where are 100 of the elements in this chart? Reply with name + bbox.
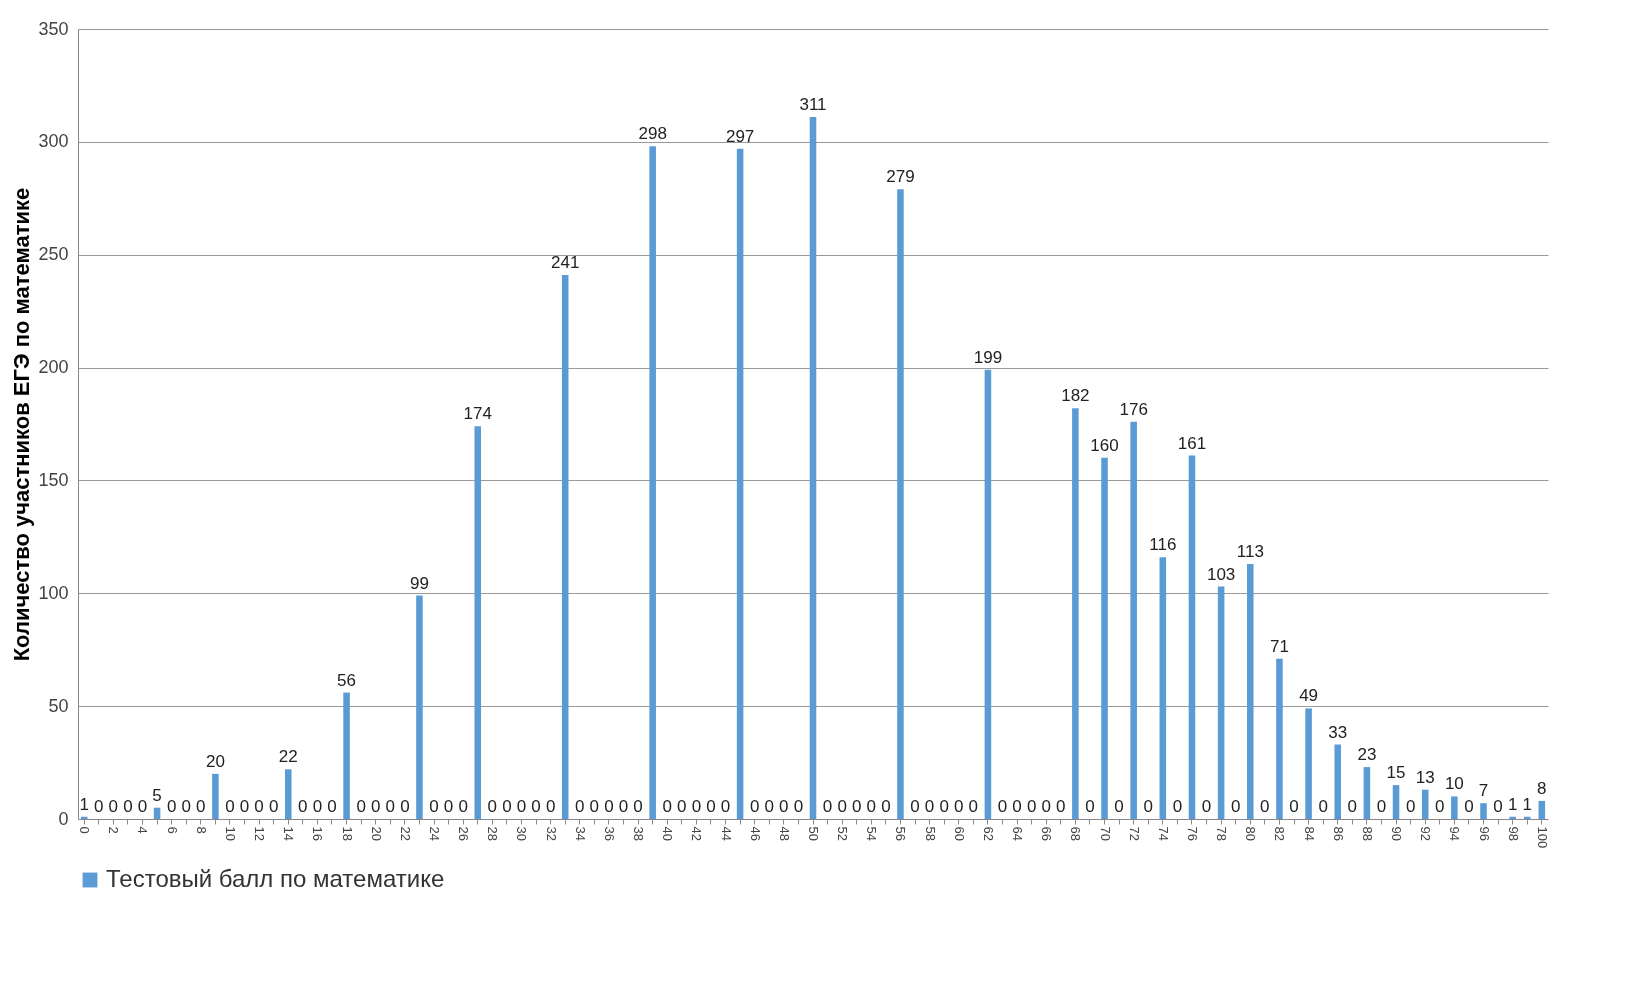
data-label: 0 [779, 797, 789, 816]
x-tick-label: 30 [514, 826, 530, 841]
data-label: 0 [691, 797, 702, 816]
data-label: 0 [225, 797, 235, 816]
data-label: 0 [575, 797, 585, 816]
data-label: 0 [720, 797, 731, 816]
data-label: 0 [1026, 797, 1037, 816]
data-label: 0 [327, 797, 337, 816]
x-tick-label: 84 [1301, 826, 1317, 841]
data-label: 0 [268, 797, 279, 816]
x-tick-label: 16 [310, 826, 326, 841]
data-label: 0 [108, 797, 119, 816]
bar [1421, 789, 1429, 819]
x-tick-label: 70 [1097, 826, 1113, 841]
data-label: 0 [166, 797, 177, 816]
data-label: 0 [954, 797, 964, 816]
bar [809, 117, 817, 819]
data-label: 5 [152, 785, 162, 805]
x-tick-label: 38 [631, 826, 647, 841]
x-tick-label: 86 [1330, 826, 1346, 841]
data-label: 0 [997, 797, 1008, 816]
data-label: 103 [1206, 564, 1236, 584]
bar [1509, 816, 1516, 819]
data-label: 0 [137, 797, 148, 816]
x-tick-label: 78 [1214, 826, 1230, 841]
data-label: 297 [725, 126, 755, 146]
data-label: 20 [205, 751, 225, 771]
data-label: 0 [662, 797, 672, 816]
x-tick-label: 90 [1389, 826, 1405, 841]
x-tick-label: 28 [485, 826, 501, 841]
data-label: 8 [1537, 778, 1547, 798]
legend-label: Тестовый балл по математике [106, 865, 445, 892]
data-label: 33 [1328, 722, 1348, 742]
bar [1523, 816, 1531, 819]
data-label: 0 [1172, 797, 1183, 816]
data-label: 1 [79, 794, 89, 814]
x-tick-label: 60 [951, 826, 967, 841]
bar [1159, 557, 1167, 819]
bar [1072, 408, 1079, 819]
x-tick-label: 68 [1068, 826, 1084, 841]
data-label: 0 [1114, 797, 1124, 816]
data-label: 199 [973, 347, 1003, 367]
x-tick-label: 14 [281, 826, 297, 841]
x-tick-label: 24 [427, 826, 443, 841]
data-label: 0 [939, 797, 949, 816]
data-label: 0 [400, 797, 410, 816]
y-axis-title: Количество участников ЕГЭ по математике [9, 187, 35, 662]
y-tick-label: 250 [38, 244, 69, 265]
x-tick-label: 62 [980, 826, 996, 841]
data-label: 0 [764, 797, 775, 816]
data-label: 71 [1269, 636, 1289, 656]
x-tick-label: 26 [456, 826, 472, 841]
bar [1101, 457, 1108, 819]
x-tick-label: 52 [835, 826, 851, 841]
data-label: 49 [1299, 686, 1319, 706]
data-label: 0 [924, 797, 935, 816]
x-tick-label: 76 [1184, 826, 1200, 841]
x-tick-label: 82 [1272, 826, 1288, 841]
data-label: 0 [1230, 797, 1241, 816]
x-tick-label: 22 [397, 826, 413, 841]
data-label: 116 [1149, 535, 1177, 555]
data-label: 0 [1201, 797, 1212, 816]
data-label: 15 [1386, 763, 1406, 783]
x-tick-label: 46 [747, 826, 763, 841]
bar [1247, 563, 1254, 819]
x-tick-label: 4 [135, 826, 151, 834]
x-tick-label: 58 [922, 826, 938, 841]
x-tick-label: 36 [601, 826, 617, 841]
x-tick-label: 20 [368, 826, 384, 841]
x-tick-label: 44 [718, 826, 734, 841]
x-tick-label: 80 [1243, 826, 1259, 841]
data-label: 0 [181, 797, 191, 816]
data-label: 0 [370, 797, 381, 816]
data-label: 0 [822, 797, 833, 816]
y-tick-label: 50 [48, 695, 69, 716]
bar [1305, 708, 1312, 819]
data-label: 0 [196, 797, 206, 816]
bar [1334, 744, 1342, 819]
data-label: 0 [1376, 797, 1387, 816]
x-tick-label: 64 [1010, 826, 1026, 841]
y-tick-label: 150 [38, 469, 69, 490]
data-label: 0 [1085, 797, 1095, 816]
data-label: 0 [837, 797, 847, 816]
data-label: 1 [1507, 794, 1518, 814]
y-tick-label: 350 [38, 18, 69, 39]
bar [343, 692, 350, 819]
data-label: 0 [443, 797, 454, 816]
bar [1451, 796, 1458, 819]
data-label: 0 [487, 797, 498, 816]
x-tick-label: 8 [193, 826, 209, 834]
data-label: 241 [551, 253, 580, 273]
bar [284, 769, 292, 819]
y-tick-label: 300 [38, 131, 69, 152]
data-label: 0 [458, 797, 468, 816]
data-label: 10 [1444, 774, 1464, 794]
x-tick-label: 0 [77, 826, 93, 834]
data-label: 99 [409, 573, 429, 593]
x-tick-label: 32 [543, 826, 559, 841]
data-label: 0 [1464, 797, 1474, 816]
bar [736, 148, 744, 819]
